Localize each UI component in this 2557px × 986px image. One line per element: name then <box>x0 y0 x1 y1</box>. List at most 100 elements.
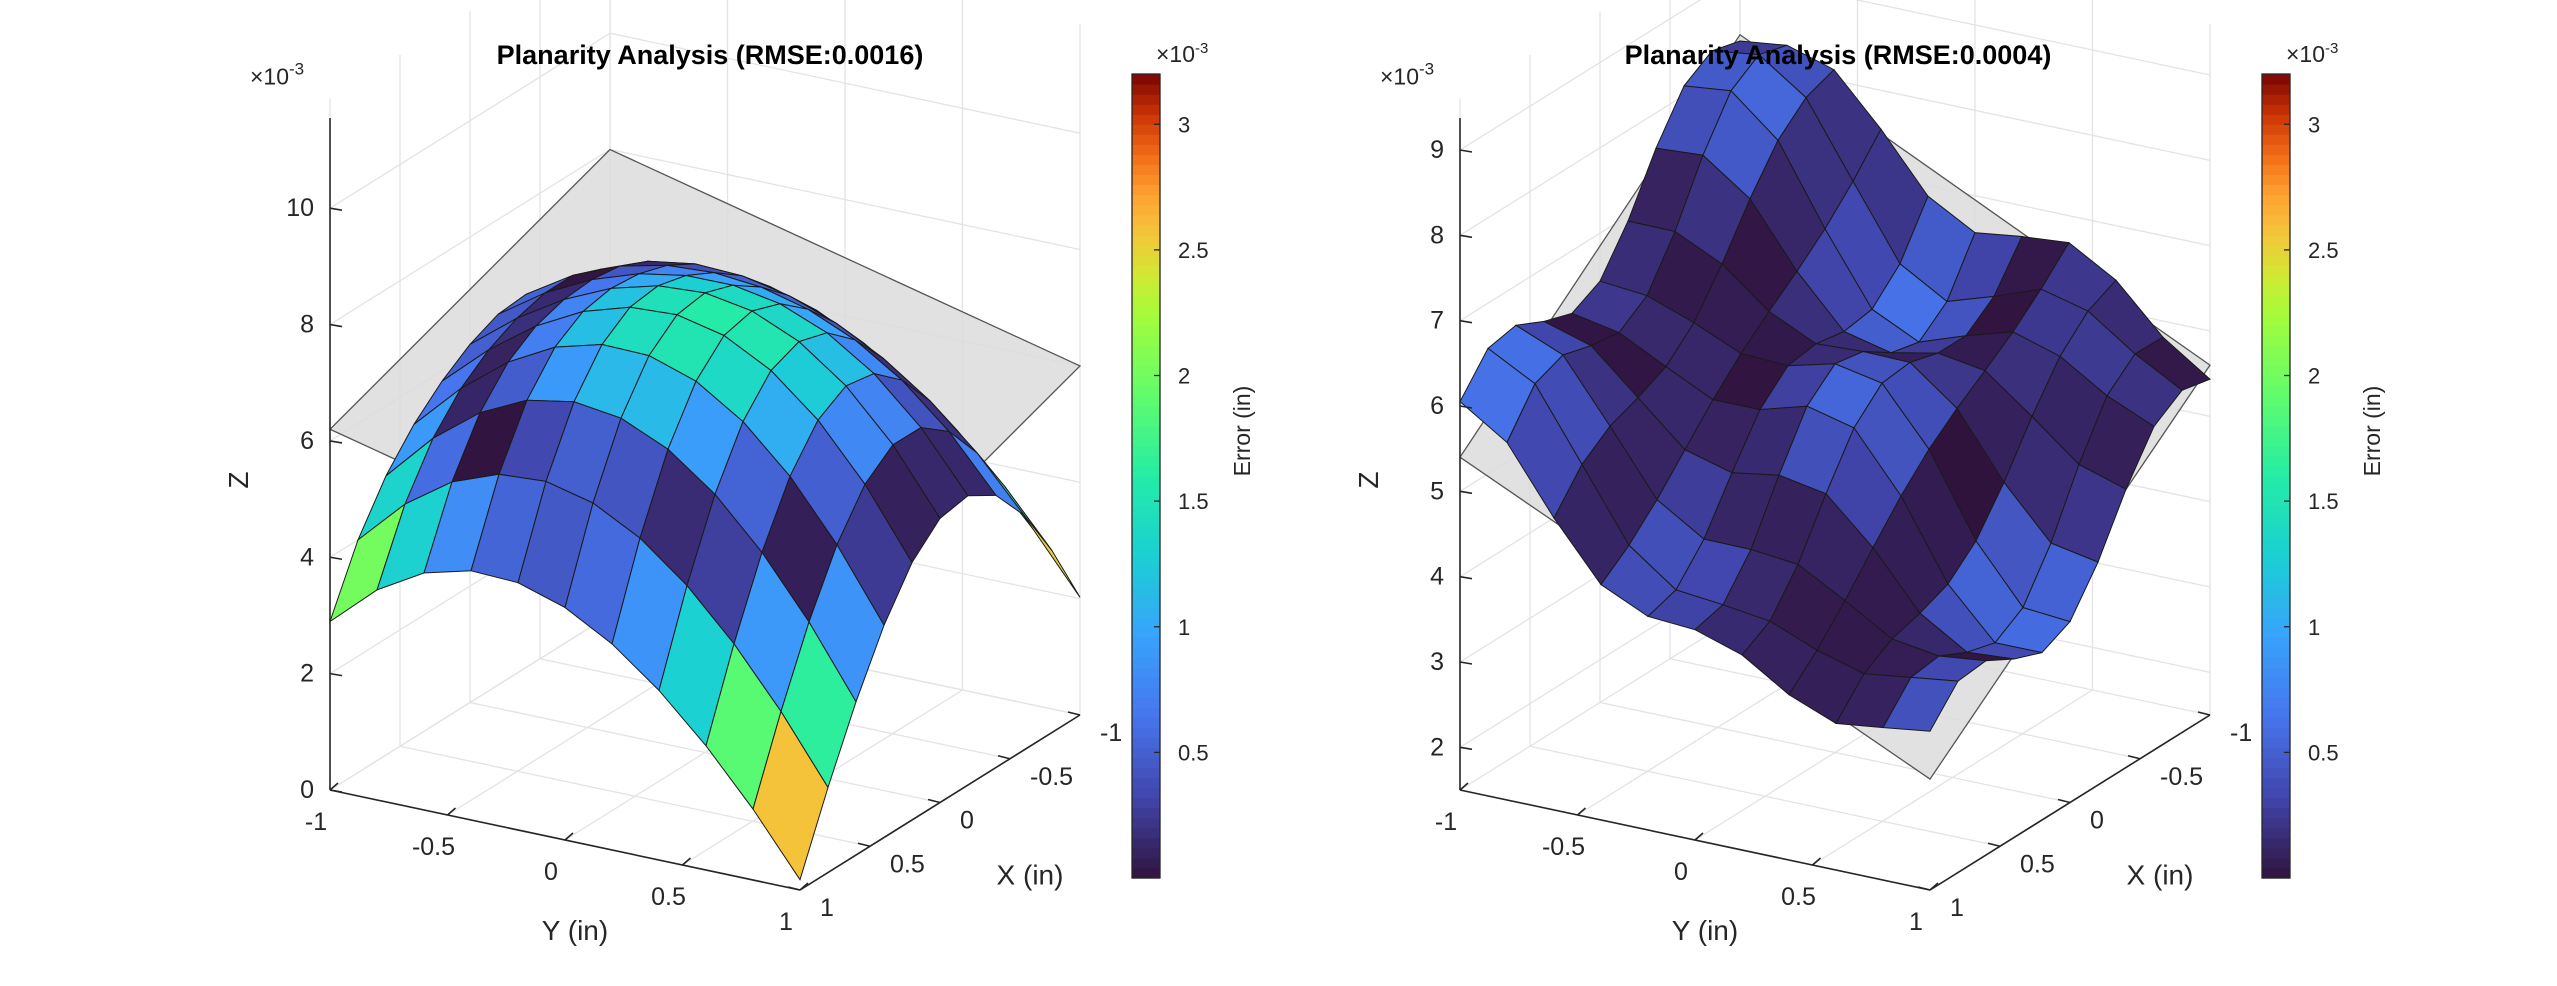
colorbar-segment <box>2262 556 2290 568</box>
colorbar-segment <box>1132 144 1160 155</box>
colorbar-segment <box>1132 496 1160 507</box>
colorbar-segment <box>1132 757 1160 769</box>
colorbar-segment <box>2262 264 2290 276</box>
colorbar-segment <box>2262 74 2290 85</box>
colorbar-segment <box>2262 104 2290 115</box>
surface <box>1459 40 2211 732</box>
colorbar-segment <box>1132 84 1160 95</box>
x-tick-mark <box>2197 711 2211 716</box>
colorbar-segment <box>1132 345 1160 356</box>
y-axis-label: Y (in) <box>542 915 608 946</box>
colorbar-segment <box>2262 285 2290 296</box>
colorbar-segment <box>1132 164 1160 176</box>
z-tick-mark <box>329 672 343 677</box>
colorbar-segment <box>2262 847 2290 859</box>
colorbar-segment <box>1132 254 1160 266</box>
z-axis-label: Z <box>223 471 254 488</box>
grid-line-floor-x <box>1529 745 2001 847</box>
z-tick-label: 10 <box>286 194 314 222</box>
colorbar-segment <box>1132 717 1160 728</box>
colorbar: 0.5 1 1.5 2 2.5 3 ×10-3 Error (in) <box>2261 40 2385 879</box>
colorbar-segment <box>2262 656 2290 668</box>
colorbar-segment <box>1132 405 1160 417</box>
colorbar-segment <box>1132 677 1160 688</box>
chart-title: Planarity Analysis (RMSE:0.0004) <box>1625 40 2052 70</box>
colorbar-segment <box>1132 576 1160 588</box>
colorbar-segment <box>2262 435 2290 447</box>
x-tick-label: 1 <box>1950 894 1964 922</box>
colorbar-segment <box>1132 174 1160 186</box>
colorbar-segment <box>1132 224 1160 236</box>
z-tick-label: 6 <box>300 427 314 455</box>
colorbar-segment <box>2262 445 2290 457</box>
colorbar-segment <box>1132 455 1160 467</box>
colorbar-exponent-power: -3 <box>1195 40 1208 57</box>
colorbar-segment <box>2262 415 2290 427</box>
z-tick-mark <box>1459 319 1473 324</box>
y-tick-label: -0.5 <box>1542 833 1585 861</box>
colorbar-segment <box>1132 315 1160 326</box>
x-tick-mark <box>1067 711 1081 716</box>
colorbar-segment <box>2262 335 2290 346</box>
colorbar-segment <box>1132 606 1160 618</box>
z-tick-mark <box>1459 405 1473 409</box>
colorbar-segment <box>2262 134 2290 145</box>
x-tick-label: 0 <box>960 807 974 835</box>
x-axis-label: X (in) <box>2127 860 2194 891</box>
y-tick-mark <box>1459 782 1469 791</box>
colorbar-segment <box>2262 566 2290 578</box>
z-tick-label: 9 <box>1430 136 1444 164</box>
y-tick-label: -0.5 <box>412 833 455 861</box>
colorbar-segment <box>1132 666 1160 678</box>
y-tick-label: -1 <box>1435 808 1457 836</box>
y-tick-mark <box>1576 807 1587 816</box>
colorbar-segment <box>2262 707 2290 718</box>
colorbar-segment <box>2262 204 2290 216</box>
colorbar-segment <box>1132 486 1160 497</box>
colorbar-segment <box>1132 797 1160 809</box>
colorbar-segment <box>1132 516 1160 527</box>
z-tick-label: 5 <box>1430 477 1444 505</box>
colorbar-segment <box>2262 305 2290 316</box>
x-tick-label: -1 <box>1100 719 1122 747</box>
colorbar-segment <box>2262 747 2290 758</box>
colorbar-segment <box>1132 395 1160 407</box>
colorbar-segment <box>1132 556 1160 568</box>
colorbar-tick-label: 2.5 <box>1178 238 1209 263</box>
colorbar-segment <box>2262 84 2290 95</box>
colorbar-segment <box>1132 847 1160 859</box>
colorbar-segment <box>2262 727 2290 738</box>
colorbar-segment <box>1132 697 1160 708</box>
chart-panel-1: 0 2 4 6 8 10 -1 -0.5 0 0.5 1 -1 -0.5 0 0.5 1 Z Y (in) X (i… <box>223 0 1255 946</box>
colorbar-segment <box>2262 254 2290 266</box>
colorbar-segment <box>2262 757 2290 769</box>
colorbar-segment <box>2262 194 2290 206</box>
colorbar-segment <box>2262 817 2290 829</box>
colorbar-segment <box>2262 325 2290 336</box>
colorbar-segment <box>1132 325 1160 336</box>
colorbar-segment <box>2262 857 2290 869</box>
colorbar-segment <box>2262 767 2290 779</box>
colorbar-segment <box>2262 687 2290 698</box>
colorbar-segment <box>2262 114 2290 125</box>
colorbar-segment <box>1132 275 1160 286</box>
colorbar-frame <box>1131 73 1161 879</box>
colorbar-segment <box>1132 857 1160 869</box>
y-tick-mark <box>799 882 809 891</box>
colorbar-tick-label: 1.5 <box>2308 489 2339 514</box>
colorbar-segment <box>1132 687 1160 698</box>
colorbar-segment <box>2262 787 2290 799</box>
z-tick-mark <box>329 323 343 328</box>
colorbar-segment <box>1132 74 1160 85</box>
colorbar-segment <box>1132 656 1160 668</box>
x-tick-mark <box>2127 754 2141 760</box>
grid-line-z <box>1459 0 2211 151</box>
colorbar-segment <box>1132 335 1160 346</box>
colorbar-segment <box>2262 797 2290 809</box>
colorbar-segment <box>1132 134 1160 145</box>
colorbar-segment <box>1132 586 1160 598</box>
colorbar-segment <box>2262 224 2290 236</box>
colorbar-tick-label: 3 <box>1178 112 1190 137</box>
